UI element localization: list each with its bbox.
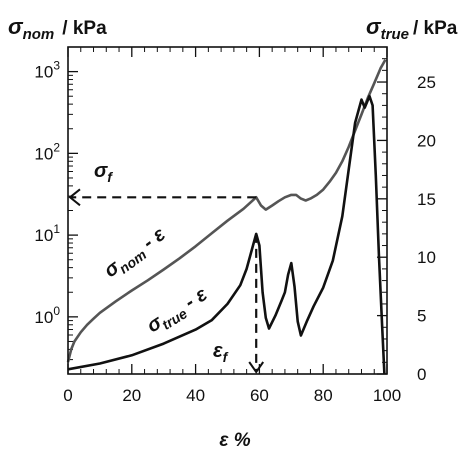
y-left-tick-label: 102 (34, 140, 60, 163)
tick-layer: 0 20 40 60 80 100 100 101 102 103 0 5 10 15 20 25 (34, 46, 436, 405)
sigma-f-arrowhead (68, 188, 81, 207)
y-left-tick-label: 100 (34, 304, 60, 327)
sigma-f-label: σf (94, 160, 113, 185)
epsilon-f-label: εf (213, 340, 229, 365)
sigma-nom-series-label: σnom- ε (100, 223, 171, 284)
sigma-true-curve (67, 94, 386, 375)
x-tick-label: 100 (373, 386, 401, 405)
curve-layer (66, 59, 387, 375)
x-tick-label: 60 (250, 386, 269, 405)
x-tick-label: 0 (63, 386, 72, 405)
y-right-tick-label: 20 (417, 131, 436, 150)
x-axis-label: ε % (219, 430, 250, 451)
y-right-axis-label: σtrue / kPa (366, 14, 458, 43)
x-tick-label: 80 (314, 386, 333, 405)
sigma-true-series-label: σtrue- ε (143, 283, 213, 340)
epsilon-f-arrowhead (248, 361, 265, 374)
y-left-tick-label: 103 (34, 59, 60, 82)
x-tick-label: 20 (122, 386, 141, 405)
plot-frame (67, 46, 388, 375)
y-right-tick-label: 10 (417, 248, 436, 267)
y-right-tick-label: 0 (417, 365, 426, 384)
y-right-tick-label: 5 (417, 307, 426, 326)
sigma-nom-curve (66, 59, 387, 363)
y-left-axis-label: σnom / kPa (8, 14, 107, 43)
y-right-tick-label: 15 (417, 190, 436, 209)
y-right-tick-label: 25 (417, 73, 436, 92)
x-tick-label: 40 (186, 386, 205, 405)
y-left-tick-label: 101 (34, 222, 60, 245)
